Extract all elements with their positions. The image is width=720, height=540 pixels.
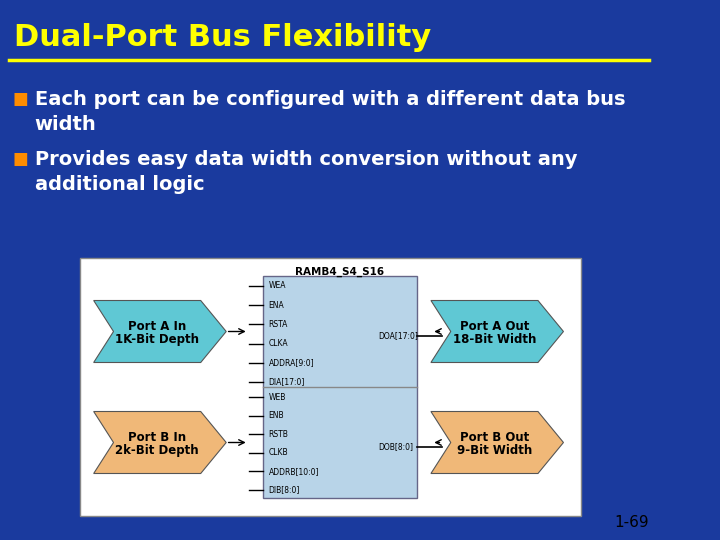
Text: DOB[8:0]: DOB[8:0]	[379, 442, 413, 451]
Text: Port B Out: Port B Out	[460, 431, 529, 444]
Text: ADDRA[9:0]: ADDRA[9:0]	[269, 359, 315, 367]
Text: 2k-Bit Depth: 2k-Bit Depth	[115, 444, 199, 457]
Text: Dual-Port Bus Flexibility: Dual-Port Bus Flexibility	[14, 24, 431, 52]
Text: DIA[17:0]: DIA[17:0]	[269, 377, 305, 387]
Text: DOA[17:0]: DOA[17:0]	[379, 332, 418, 340]
Text: Each port can be configured with a different data bus
width: Each port can be configured with a diffe…	[35, 90, 625, 134]
Text: Provides easy data width conversion without any
additional logic: Provides easy data width conversion with…	[35, 150, 577, 194]
Text: ENA: ENA	[269, 301, 284, 310]
Text: RSTA: RSTA	[269, 320, 288, 329]
Polygon shape	[431, 300, 564, 362]
Text: Port A Out: Port A Out	[459, 320, 529, 333]
Text: WEA: WEA	[269, 281, 287, 291]
Polygon shape	[431, 411, 564, 474]
Text: Port A In: Port A In	[128, 320, 186, 333]
FancyBboxPatch shape	[264, 276, 417, 498]
Text: ■: ■	[12, 90, 28, 108]
Polygon shape	[94, 411, 226, 474]
Text: Port B In: Port B In	[128, 431, 186, 444]
Text: 18-Bit Width: 18-Bit Width	[453, 333, 536, 346]
Text: ENB: ENB	[269, 411, 284, 420]
Text: RSTB: RSTB	[269, 430, 289, 438]
Text: 1K-Bit Depth: 1K-Bit Depth	[115, 333, 199, 346]
Text: ADDRB[10:0]: ADDRB[10:0]	[269, 467, 319, 476]
Text: WEB: WEB	[269, 393, 286, 402]
Polygon shape	[94, 300, 226, 362]
Text: 9-Bit Width: 9-Bit Width	[456, 444, 532, 457]
Text: CLKB: CLKB	[269, 448, 288, 457]
Text: ■: ■	[12, 150, 28, 168]
Text: CLKA: CLKA	[269, 339, 288, 348]
Text: DIB[8:0]: DIB[8:0]	[269, 485, 300, 495]
FancyBboxPatch shape	[81, 258, 581, 516]
Text: 1-69: 1-69	[614, 515, 649, 530]
Text: RAMB4_S4_S16: RAMB4_S4_S16	[295, 267, 384, 277]
